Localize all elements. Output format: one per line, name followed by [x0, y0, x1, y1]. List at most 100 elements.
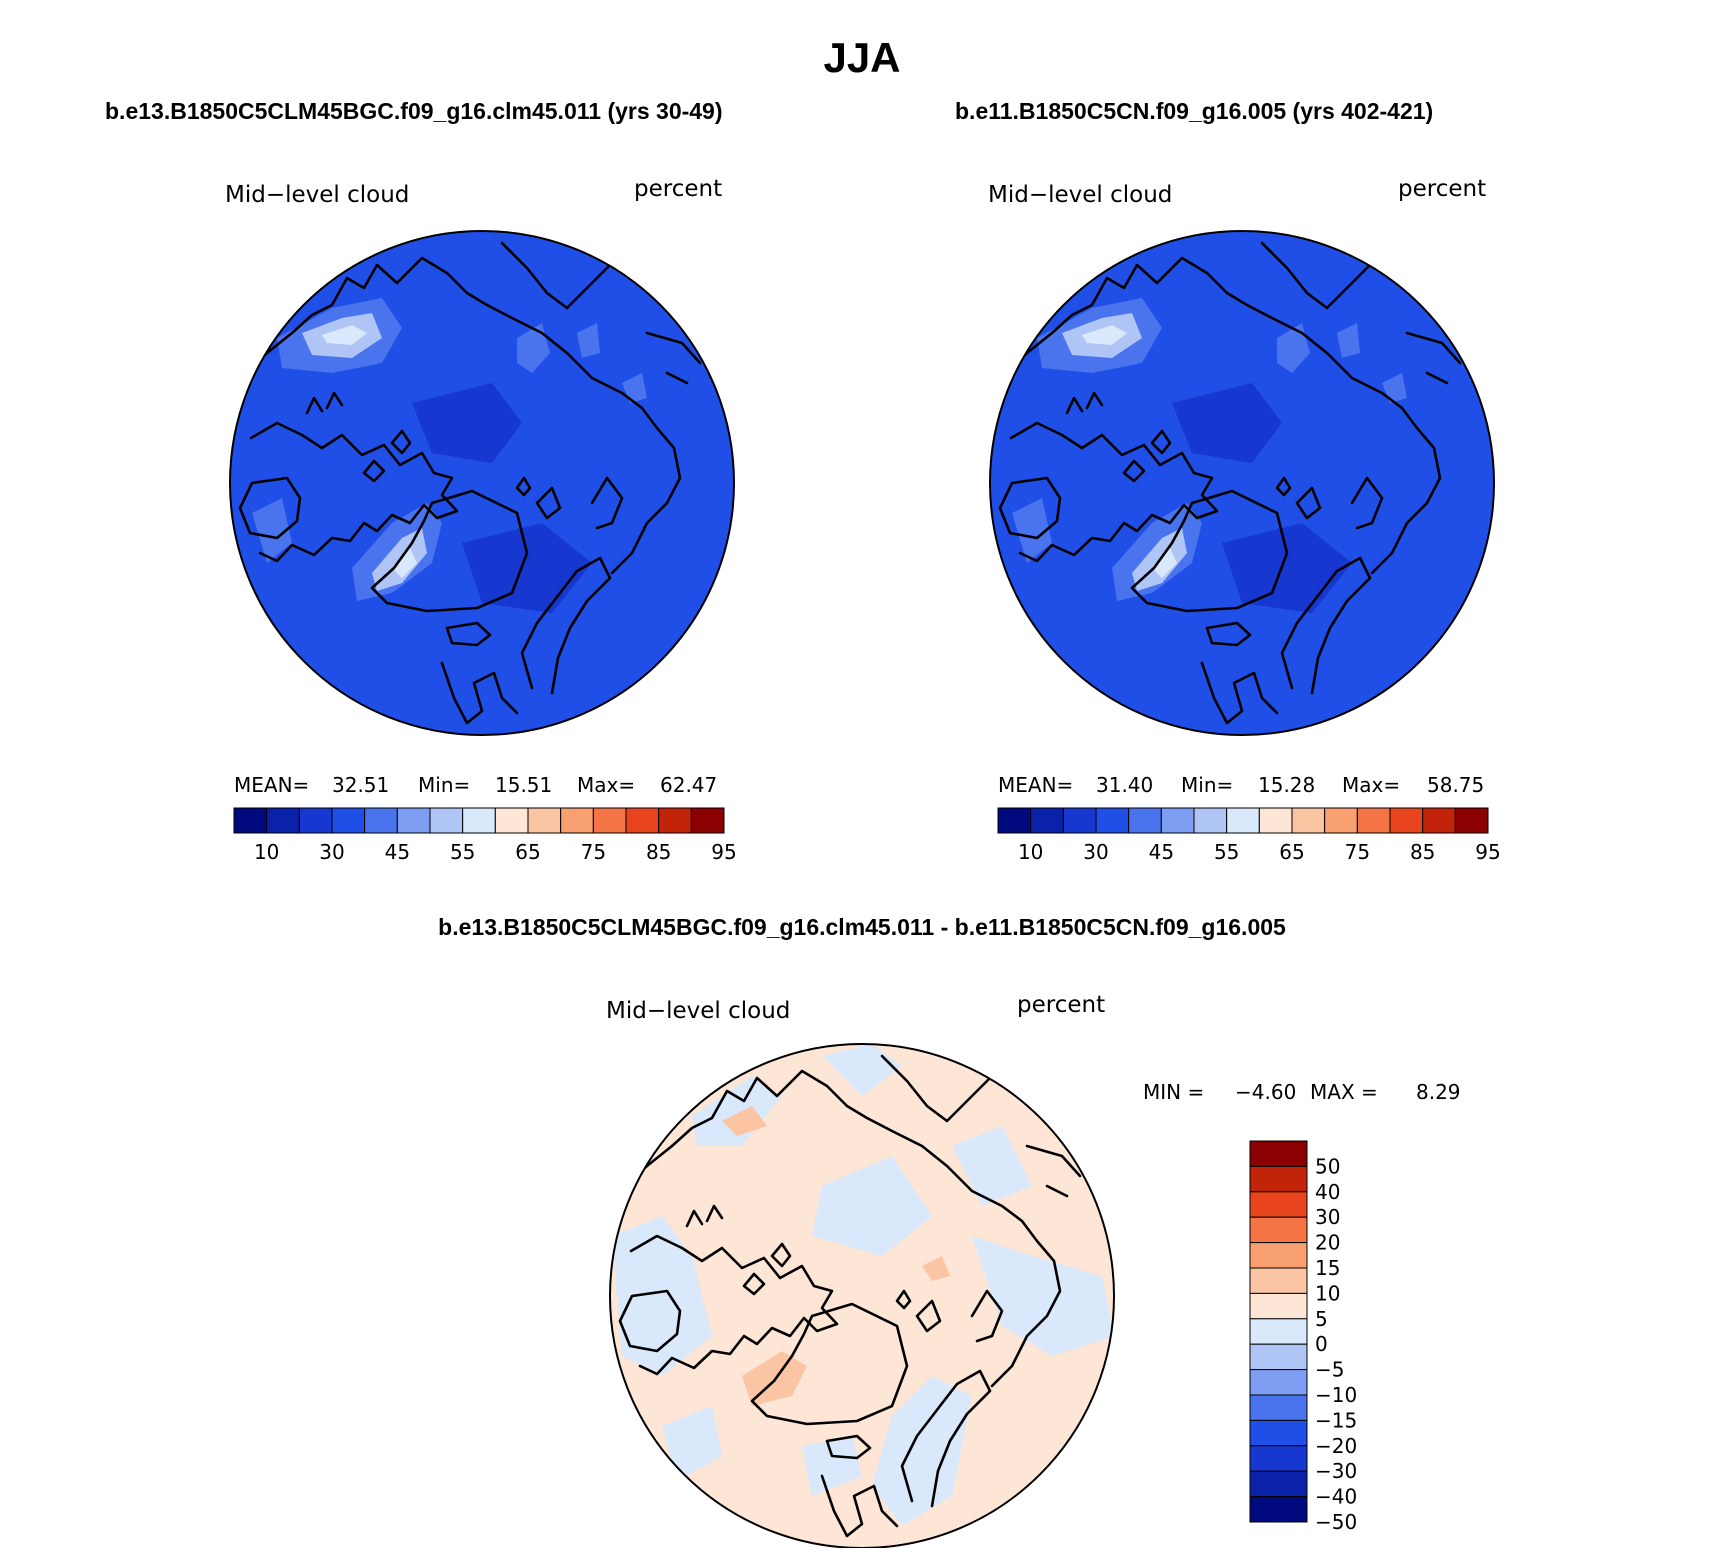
panel-a-mean-label: MEAN= — [234, 773, 309, 797]
panel-a-max-value: 62.47 — [660, 773, 717, 797]
panel-b-mean-value: 31.40 — [1096, 773, 1153, 797]
panel-a-colorbar-swatch — [429, 807, 464, 834]
panel-diff-colorbar-swatch — [1249, 1369, 1308, 1396]
panel-b-colorbar-swatch — [1422, 807, 1456, 834]
panel-b-colorbar-swatch — [1095, 807, 1130, 834]
panel-b-colorbar-swatch — [1193, 807, 1228, 834]
panel-diff-colorbar-tick-label: −15 — [1315, 1408, 1357, 1432]
panel-diff-colorbar-tick-label: 10 — [1315, 1281, 1340, 1305]
panel-b-variable: Mid−level cloud — [988, 182, 1172, 208]
panel-a-colorbar-swatch — [690, 807, 725, 834]
panel-diff-min-label: MIN = — [1143, 1080, 1204, 1104]
panel-a-colorbar: 10 30 45 55 65 75 85 95 — [233, 807, 737, 864]
panel-b-colorbar-tick-label: 85 — [1410, 840, 1435, 864]
panel-a-colorbar-swatch — [625, 807, 660, 834]
panel-b-min-label: Min= — [1181, 773, 1233, 797]
panel-diff-colorbar-swatch — [1249, 1267, 1308, 1294]
panel-b-colorbar-swatch — [1226, 807, 1260, 834]
panel-diff-colorbar-swatch — [1249, 1165, 1308, 1193]
panel-b-map — [989, 230, 1495, 736]
panel-diff-colorbar-swatch — [1249, 1292, 1308, 1320]
panel-a-stats: MEAN= 32.51 Min= 15.51 Max= 62.47 — [234, 773, 717, 797]
panel-a-colorbar-swatch — [527, 807, 562, 834]
panel-a-colorbar-swatch — [560, 807, 594, 834]
panel-diff: b.e13.B1850C5CLM45BGC.f09_g16.clm45.011 … — [438, 914, 1461, 1548]
panel-a-colorbar-swatch — [396, 807, 431, 834]
figure-title: JJA — [823, 34, 900, 81]
panel-a-map — [229, 230, 735, 736]
panel-a-min-label: Min= — [418, 773, 470, 797]
panel-b-units: percent — [1398, 176, 1486, 202]
panel-diff-colorbar-swatch — [1249, 1445, 1308, 1472]
panel-diff-colorbar-tick-label: 15 — [1315, 1256, 1340, 1280]
panel-b-colorbar-tick-label: 65 — [1279, 840, 1304, 864]
panel-diff-max-value: 8.29 — [1416, 1080, 1461, 1104]
panel-diff-colorbar-swatch — [1249, 1191, 1308, 1218]
panel-diff-colorbar-swatch — [1249, 1242, 1308, 1269]
panel-a-map-disk — [230, 231, 734, 735]
panel-b-colorbar-swatch — [1030, 807, 1064, 834]
panel-diff-variable: Mid−level cloud — [606, 998, 790, 1024]
panel-diff-colorbar-tick-label: −20 — [1315, 1434, 1357, 1458]
panel-b: b.e11.B1850C5CN.f09_g16.005 (yrs 402-421… — [955, 98, 1501, 864]
panel-diff-colorbar-tick-label: 0 — [1315, 1332, 1328, 1356]
panel-b-case-title: b.e11.B1850C5CN.f09_g16.005 (yrs 402-421… — [955, 98, 1433, 124]
panel-a-colorbar-swatch — [462, 807, 496, 834]
panel-b-colorbar-tick-label: 30 — [1083, 840, 1108, 864]
panel-diff-colorbar-swatch — [1249, 1140, 1308, 1167]
panel-a: b.e13.B1850C5CLM45BGC.f09_g16.clm45.011 … — [105, 98, 737, 864]
panel-diff-colorbar-swatch — [1249, 1419, 1308, 1447]
panel-b-colorbar-swatch — [1356, 807, 1391, 834]
panel-diff-colorbar-swatch — [1249, 1216, 1308, 1244]
panel-b-colorbar-swatch — [1128, 807, 1162, 834]
panel-b-colorbar-tick-label: 75 — [1345, 840, 1370, 864]
panel-a-colorbar-tick-label: 55 — [450, 840, 475, 864]
panel-diff-colorbar-swatch — [1249, 1470, 1308, 1498]
panel-b-max-label: Max= — [1342, 773, 1400, 797]
panel-b-mean-label: MEAN= — [998, 773, 1073, 797]
panel-diff-colorbar-tick-label: 20 — [1315, 1231, 1340, 1255]
panel-diff-colorbar-tick-label: −5 — [1315, 1358, 1344, 1382]
panel-b-map-disk — [990, 231, 1494, 735]
panel-b-colorbar-swatch — [997, 807, 1032, 834]
panel-a-colorbar-tick-label: 30 — [319, 840, 344, 864]
panel-a-max-label: Max= — [577, 773, 635, 797]
panel-a-colorbar-swatch — [592, 807, 627, 834]
panel-diff-colorbar-swatch — [1249, 1394, 1308, 1421]
panel-b-colorbar-swatch — [1258, 807, 1293, 834]
panel-a-colorbar-tick-label: 65 — [515, 840, 540, 864]
panel-b-colorbar-swatch — [1291, 807, 1326, 834]
panel-b-colorbar-tick-label: 45 — [1149, 840, 1174, 864]
panel-a-colorbar-tick-label: 75 — [581, 840, 606, 864]
panel-diff-colorbar-tick-label: 5 — [1315, 1307, 1328, 1331]
panel-a-min-value: 15.51 — [495, 773, 552, 797]
panel-diff-max-label: MAX = — [1310, 1080, 1378, 1104]
panel-a-colorbar-swatch — [364, 807, 398, 834]
panel-diff-colorbar-tick-label: −10 — [1315, 1383, 1357, 1407]
panel-diff-colorbar-tick-label: −30 — [1315, 1459, 1357, 1483]
panel-b-colorbar-swatch — [1160, 807, 1195, 834]
panel-b-colorbar-tick-label: 95 — [1475, 840, 1500, 864]
panel-a-colorbar-tick-label: 85 — [646, 840, 671, 864]
panel-a-colorbar-swatch — [658, 807, 692, 834]
panel-diff-map — [609, 1043, 1115, 1548]
panel-a-units: percent — [634, 176, 722, 202]
panel-b-colorbar: 10 30 45 55 65 75 85 95 — [997, 807, 1501, 864]
panel-b-colorbar-swatch — [1389, 807, 1424, 834]
panel-diff-colorbar-swatch — [1249, 1318, 1308, 1345]
panel-diff-colorbar-swatch — [1249, 1343, 1308, 1371]
panel-a-colorbar-tick-label: 45 — [385, 840, 410, 864]
panel-b-colorbar-tick-label: 10 — [1018, 840, 1043, 864]
panel-b-colorbar-swatch — [1454, 807, 1489, 834]
panel-diff-colorbar-tick-label: 50 — [1315, 1154, 1340, 1178]
panel-a-colorbar-swatch — [266, 807, 300, 834]
panel-a-colorbar-swatch — [233, 807, 268, 834]
panel-b-colorbar-swatch — [1324, 807, 1358, 834]
panel-diff-colorbar-tick-label: 30 — [1315, 1205, 1340, 1229]
panel-b-colorbar-swatch — [1062, 807, 1097, 834]
panel-a-colorbar-swatch — [298, 807, 333, 834]
panel-diff-units: percent — [1017, 992, 1105, 1018]
panel-b-min-value: 15.28 — [1258, 773, 1315, 797]
